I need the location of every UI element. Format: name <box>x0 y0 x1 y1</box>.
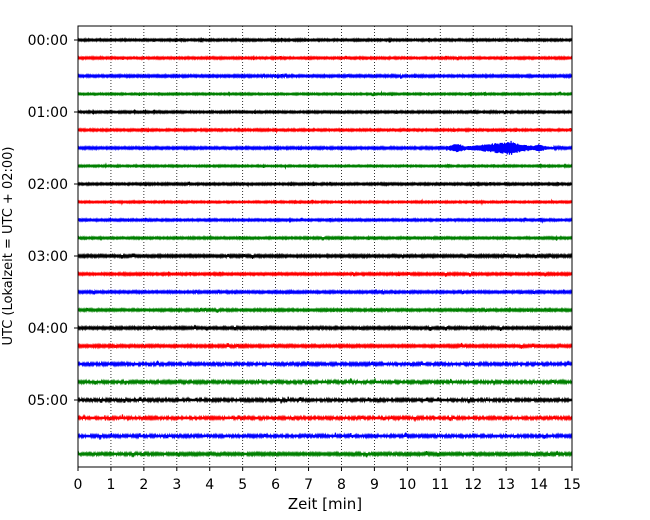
trace-line <box>77 126 573 134</box>
trace-line <box>77 396 573 404</box>
x-tick-label: 3 <box>172 477 181 493</box>
x-tick-label: 12 <box>464 477 482 493</box>
x-tick-label: 10 <box>398 477 416 493</box>
y-tick-label: 02:00 <box>28 177 68 193</box>
trace-line <box>77 90 573 97</box>
y-axis-label: UTC (Lokalzeit = UTC + 02:00) <box>1 147 16 346</box>
y-axis-ticks: 00:00 01:00 02:00 03:00 04:00 05:00 <box>28 33 78 409</box>
trace-line <box>77 360 573 368</box>
trace-line <box>77 450 573 458</box>
x-tick-label: 15 <box>563 477 581 493</box>
trace-line <box>77 140 573 155</box>
y-tick-label: 04:00 <box>28 321 68 337</box>
x-tick-label: 2 <box>139 477 148 493</box>
trace-line <box>77 72 573 80</box>
trace-line <box>77 36 573 44</box>
x-tick-label: 9 <box>370 477 379 493</box>
trace-line <box>77 342 573 350</box>
trace-line <box>77 216 573 224</box>
y-tick-label: 01:00 <box>28 105 68 121</box>
plot-frame <box>77 25 573 468</box>
x-tick-label: 13 <box>497 477 515 493</box>
x-axis-label: Zeit [min] <box>288 495 362 513</box>
plot-background <box>78 26 572 467</box>
x-tick-label: 0 <box>74 477 83 493</box>
trace-line <box>77 306 573 314</box>
trace-line <box>77 234 573 241</box>
trace-line <box>77 288 573 296</box>
y-tick-label: 05:00 <box>28 393 68 409</box>
trace-line <box>77 162 573 170</box>
seismogram-traces <box>77 36 573 458</box>
y-tick-label: 03:00 <box>28 249 68 265</box>
trace-line <box>77 432 573 440</box>
trace-line <box>77 180 573 188</box>
x-tick-label: 4 <box>205 477 214 493</box>
x-tick-label: 7 <box>304 477 313 493</box>
x-tick-label: 6 <box>271 477 280 493</box>
x-tick-label: 5 <box>238 477 247 493</box>
y-tick-label: 00:00 <box>28 33 68 49</box>
x-tick-label: 1 <box>106 477 115 493</box>
trace-line <box>77 324 573 332</box>
trace-line <box>77 270 573 278</box>
trace-line <box>77 378 573 386</box>
x-tick-label: 11 <box>431 477 449 493</box>
trace-line <box>77 414 573 422</box>
trace-line <box>77 198 573 206</box>
trace-line <box>77 54 573 61</box>
trace-line <box>77 108 573 116</box>
x-tick-label: 8 <box>337 477 346 493</box>
trace-line <box>77 252 573 260</box>
x-tick-label: 14 <box>530 477 548 493</box>
x-axis-ticks: 0 1 2 3 4 5 6 7 8 9 10 11 12 13 14 15 <box>74 467 581 493</box>
